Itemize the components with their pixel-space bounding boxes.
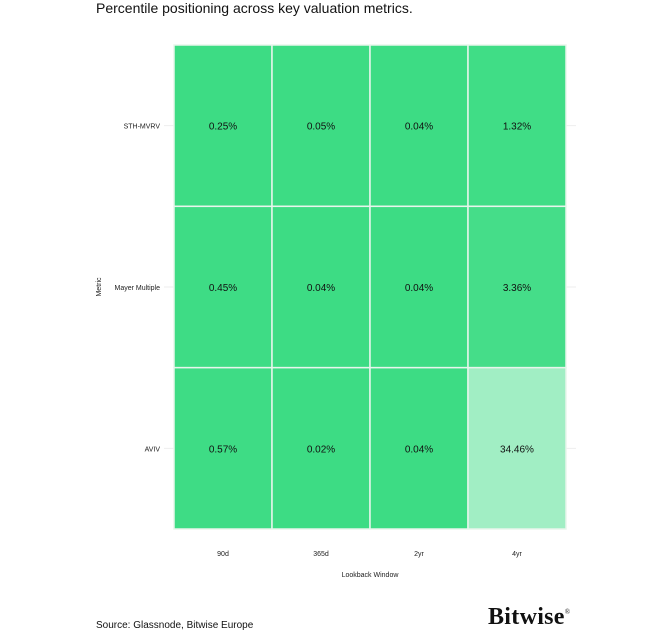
cell-label: 0.05% [307,122,335,133]
source-note: Source: Glassnode, Bitwise Europe [96,620,254,631]
cell-label: 0.45% [209,283,237,294]
cell-label: 0.57% [209,444,237,455]
chart-subtitle: Percentile positioning across key valuat… [96,0,413,16]
x-tick-label: 365d [313,551,329,558]
cell-label: 0.04% [307,283,335,294]
cell-label: 3.36% [503,283,531,294]
heatmap-cell [173,44,273,208]
heatmap-cell [369,205,469,369]
logo-text: Bitwise [488,604,565,630]
heatmap-cell [173,366,273,530]
heatmap-cell [467,205,567,369]
y-tick-label: Mayer Multiple [114,285,160,292]
heatmap-cell [271,366,371,530]
cell-label: 0.04% [405,444,433,455]
heatmap-cell [467,366,567,530]
cell-label: 34.46% [500,444,534,455]
y-axis-label: Metric [96,277,103,297]
x-tick-label: 90d [217,551,229,558]
y-tick-label: AVIV [145,446,161,453]
x-axis-label: Lookback Window [342,572,400,579]
x-tick-label: 2yr [414,551,424,558]
cell-label: 0.02% [307,444,335,455]
x-tick-label: 4yr [512,551,522,558]
cell-label: 0.04% [405,283,433,294]
bitwise-logo: Bitwise® [488,604,571,630]
heatmap-cell [369,366,469,530]
y-tick-label: STH-MVRV [124,124,161,131]
cell-label: 1.32% [503,122,531,133]
cell-label: 0.25% [209,122,237,133]
cell-label: 0.04% [405,122,433,133]
